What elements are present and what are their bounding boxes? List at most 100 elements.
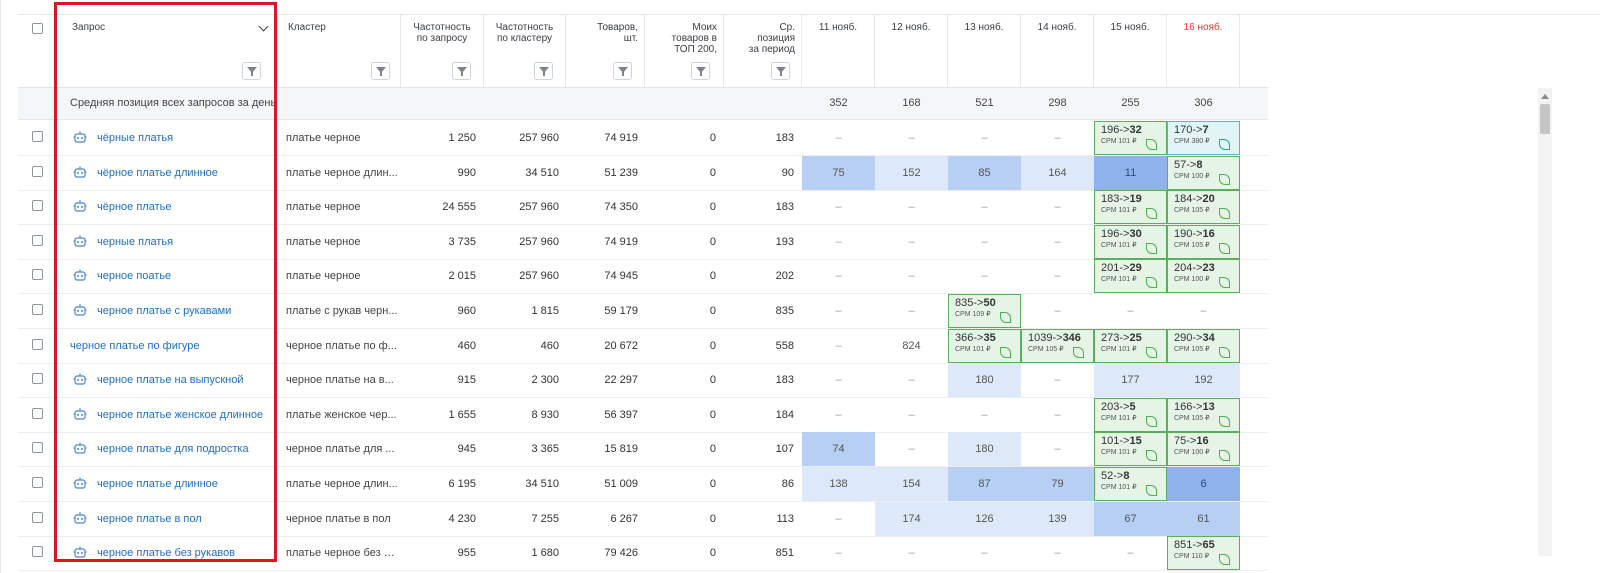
row-checkbox[interactable] bbox=[32, 338, 43, 350]
rocket-icon[interactable] bbox=[1219, 346, 1230, 358]
query-link[interactable]: чёрные платья bbox=[97, 132, 174, 144]
select-all-checkbox[interactable] bbox=[32, 23, 43, 34]
row-checkbox[interactable] bbox=[32, 304, 43, 315]
rocket-icon[interactable] bbox=[1146, 208, 1157, 220]
rocket-icon[interactable] bbox=[1146, 346, 1157, 358]
row-checkbox[interactable] bbox=[32, 546, 43, 558]
ad-campaign-cell[interactable]: 190->16 CPM 105 ₽ bbox=[1167, 224, 1240, 259]
ad-campaign-cell[interactable]: 196->30 CPM 101 ₽ bbox=[1094, 224, 1167, 259]
position-cell-empty: – bbox=[1054, 443, 1061, 456]
header-cluster[interactable]: Кластер bbox=[278, 15, 401, 87]
query-link[interactable]: черное платье без рукавов bbox=[97, 547, 236, 560]
filter-icon[interactable] bbox=[691, 62, 710, 80]
query-link[interactable]: черное поатье bbox=[97, 270, 172, 283]
avg-pos-cell: 113 bbox=[776, 512, 794, 525]
cluster-cell: платье черное bbox=[286, 201, 361, 214]
rocket-icon[interactable] bbox=[1146, 139, 1157, 150]
rocket-icon[interactable] bbox=[1219, 554, 1230, 566]
header-query[interactable]: Запрос bbox=[56, 15, 278, 87]
ad-campaign-cell[interactable]: 203->5 CPM 101 ₽ bbox=[1094, 397, 1167, 432]
header-avg-pos[interactable]: Ср. позиция за период bbox=[724, 15, 802, 87]
position-from: 101-> bbox=[1101, 435, 1130, 448]
row-checkbox[interactable] bbox=[32, 200, 43, 212]
table-row: черное платье с рукавами платье с рукав ч… bbox=[18, 294, 1268, 329]
rocket-icon[interactable] bbox=[1073, 346, 1084, 358]
header-goods[interactable]: Товаров, шт. bbox=[566, 15, 645, 87]
query-link[interactable]: черное платье женское длинное bbox=[97, 408, 264, 421]
row-checkbox[interactable] bbox=[32, 511, 43, 523]
filter-icon[interactable] bbox=[371, 62, 390, 80]
header-date-3: 13 нояб. bbox=[948, 15, 1021, 87]
query-link[interactable]: черное платье в пол bbox=[97, 512, 202, 525]
ad-campaign-cell[interactable]: 851->65 CPM 110 ₽ bbox=[1167, 536, 1240, 571]
filter-icon[interactable] bbox=[242, 62, 261, 80]
filter-icon[interactable] bbox=[613, 62, 632, 80]
ad-campaign-cell[interactable]: 204->23 CPM 100 ₽ bbox=[1167, 259, 1240, 294]
rocket-icon[interactable] bbox=[1146, 242, 1157, 254]
rocket-icon[interactable] bbox=[1219, 450, 1230, 462]
vertical-scrollbar[interactable] bbox=[1538, 88, 1552, 556]
scroll-up-icon[interactable] bbox=[1541, 94, 1549, 99]
scroll-thumb[interactable] bbox=[1540, 104, 1550, 134]
row-checkbox[interactable] bbox=[32, 269, 43, 281]
robot-icon bbox=[73, 442, 87, 454]
ad-campaign-cell[interactable]: 52->8 CPM 101 ₽ bbox=[1094, 467, 1167, 501]
header-freq-query[interactable]: Частотность по запросу bbox=[401, 15, 484, 87]
ad-campaign-cell[interactable]: 835->50 CPM 109 ₽ bbox=[948, 294, 1021, 328]
row-checkbox[interactable] bbox=[32, 442, 43, 454]
filter-icon[interactable] bbox=[452, 62, 471, 80]
ad-campaign-cell[interactable]: 57->8 CPM 100 ₽ bbox=[1167, 155, 1240, 190]
rocket-icon[interactable] bbox=[1146, 415, 1157, 427]
query-link[interactable]: чёрное платье длинное bbox=[97, 166, 218, 179]
query-link[interactable]: черное платье по фигуре bbox=[70, 339, 200, 352]
ad-campaign-cell[interactable]: 75->16 CPM 100 ₽ bbox=[1167, 432, 1240, 467]
rocket-icon[interactable] bbox=[1000, 312, 1011, 323]
query-link[interactable]: черное платье длинное bbox=[97, 478, 218, 490]
ad-campaign-cell[interactable]: 196->32 CPM 101 ₽ bbox=[1094, 121, 1167, 155]
rocket-icon[interactable] bbox=[1219, 242, 1230, 254]
header-freq-cluster[interactable]: Частотность по кластеру bbox=[484, 15, 566, 87]
row-checkbox[interactable] bbox=[32, 165, 43, 177]
position-to: 15 bbox=[1129, 435, 1142, 448]
ad-campaign-cell[interactable]: 183->19 CPM 101 ₽ bbox=[1094, 190, 1167, 225]
rocket-icon[interactable] bbox=[1000, 346, 1011, 358]
table-row: черное платье по фигуре черное платье по … bbox=[18, 328, 1268, 364]
average-value: 255 bbox=[1121, 97, 1140, 109]
ad-campaign-cell[interactable]: 184->20 CPM 105 ₽ bbox=[1167, 190, 1240, 225]
query-link[interactable]: черное платье на выпускной bbox=[97, 374, 244, 387]
position-cell: 180 bbox=[948, 363, 1021, 398]
header-my-goods[interactable]: Моих товаров в ТОП 200, bbox=[645, 15, 724, 87]
row-checkbox[interactable] bbox=[32, 407, 43, 419]
ad-campaign-cell[interactable]: 201->29 CPM 101 ₽ bbox=[1094, 259, 1167, 294]
row-checkbox[interactable] bbox=[32, 477, 43, 488]
row-checkbox[interactable] bbox=[32, 373, 43, 385]
rocket-icon[interactable] bbox=[1219, 277, 1230, 289]
rocket-icon[interactable] bbox=[1146, 277, 1157, 289]
rocket-icon[interactable] bbox=[1219, 173, 1230, 185]
rocket-icon[interactable] bbox=[1219, 208, 1230, 220]
row-checkbox[interactable] bbox=[32, 131, 43, 142]
ad-campaign-cell-active[interactable]: 170->7 CPM 380 ₽ bbox=[1167, 121, 1240, 155]
rocket-icon[interactable] bbox=[1219, 139, 1230, 150]
query-link[interactable]: черные платья bbox=[97, 235, 174, 248]
position-cell: 79 bbox=[1021, 467, 1094, 501]
rocket-icon[interactable] bbox=[1146, 485, 1157, 496]
position-to: 30 bbox=[1129, 227, 1142, 240]
filter-icon[interactable] bbox=[534, 62, 553, 80]
position-cell-empty: – bbox=[908, 443, 915, 456]
rocket-icon[interactable] bbox=[1219, 415, 1230, 427]
query-link[interactable]: черное платье с рукавами bbox=[97, 305, 232, 317]
cpm-label: CPM 109 ₽ bbox=[955, 311, 991, 318]
ad-campaign-cell[interactable]: 290->34 CPM 105 ₽ bbox=[1167, 328, 1240, 363]
ad-campaign-cell[interactable]: 1039->346 CPM 105 ₽ bbox=[1021, 328, 1094, 363]
rocket-icon[interactable] bbox=[1146, 450, 1157, 462]
ad-campaign-cell[interactable]: 366->35 CPM 101 ₽ bbox=[948, 328, 1021, 363]
ad-campaign-cell[interactable]: 166->13 CPM 105 ₽ bbox=[1167, 397, 1240, 432]
position-to: 32 bbox=[1129, 124, 1142, 136]
query-link[interactable]: черное платье для подростка bbox=[97, 443, 249, 456]
filter-icon[interactable] bbox=[771, 62, 790, 80]
row-checkbox[interactable] bbox=[32, 234, 43, 246]
ad-campaign-cell[interactable]: 101->15 CPM 101 ₽ bbox=[1094, 432, 1167, 467]
query-link[interactable]: чёрное платье bbox=[97, 201, 172, 214]
ad-campaign-cell[interactable]: 273->25 CPM 101 ₽ bbox=[1094, 328, 1167, 363]
